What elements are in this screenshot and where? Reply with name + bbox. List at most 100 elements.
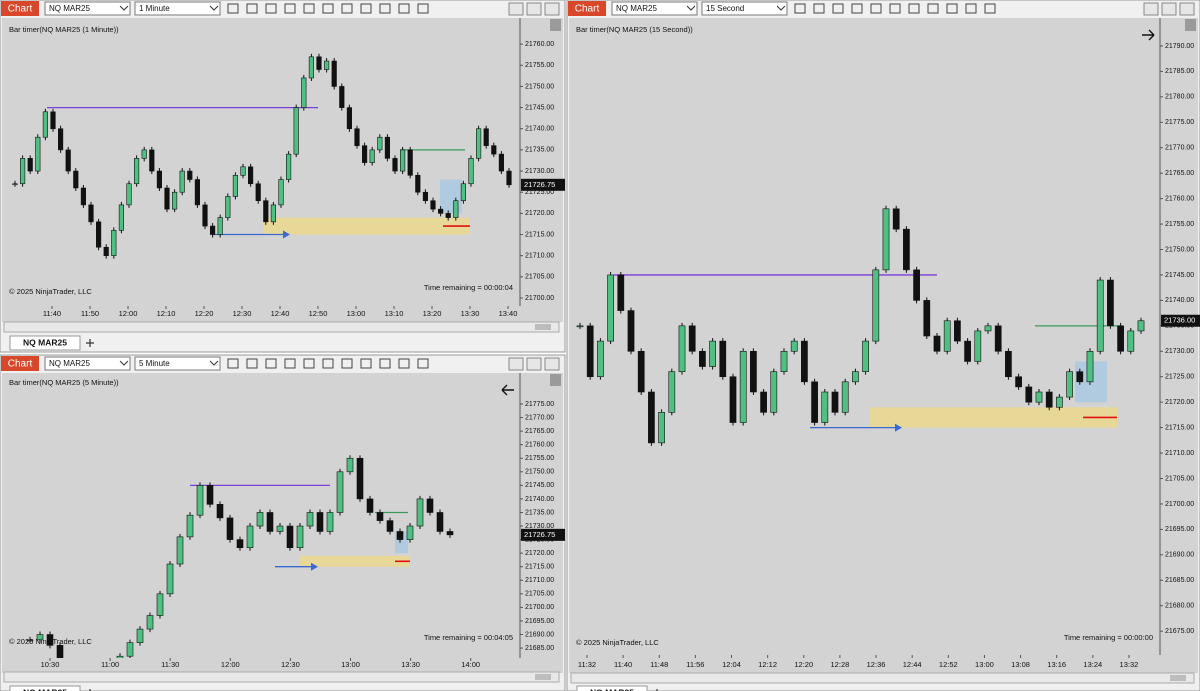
toolbar-icon[interactable] (341, 358, 353, 369)
y-tick-label: 21760.00 (525, 41, 554, 48)
candle-body (270, 204, 276, 223)
toolbar-icon[interactable] (284, 3, 296, 14)
instrument-dropdown[interactable] (44, 1, 131, 16)
tab[interactable] (576, 685, 648, 691)
data-box-button[interactable] (550, 19, 561, 31)
candle-body (377, 136, 383, 151)
scroll-arrow-icon[interactable] (501, 384, 514, 396)
tab[interactable] (9, 335, 81, 351)
toolbar-icon[interactable] (965, 3, 977, 14)
chart-menu-button[interactable] (1, 356, 39, 371)
scrollbar[interactable] (570, 672, 1195, 684)
toolbar-icon[interactable] (379, 3, 391, 14)
toolbar-icon[interactable] (360, 3, 372, 14)
toolbar-icon[interactable] (927, 3, 939, 14)
toolbar-icon[interactable] (322, 358, 334, 369)
scrollbar-thumb[interactable] (535, 674, 551, 680)
toolbar-icon[interactable] (322, 3, 334, 14)
toolbar-icon[interactable] (870, 3, 882, 14)
scroll-arrow-icon[interactable] (1142, 29, 1155, 41)
y-tick-label: 21745.00 (525, 104, 554, 111)
toolbar-icon[interactable] (794, 3, 806, 14)
toolbar-icon[interactable] (284, 358, 296, 369)
toolbar-icon[interactable] (908, 3, 920, 14)
last-price-label: 21726.75 (524, 180, 555, 189)
scrollbar[interactable] (3, 321, 560, 333)
candle-body (627, 310, 635, 352)
window-button[interactable] (526, 357, 542, 371)
candle-body (586, 325, 594, 378)
add-tab-icon[interactable] (653, 689, 661, 691)
candle-body (196, 485, 204, 516)
scrollbar[interactable] (3, 671, 560, 683)
toolbar-icon[interactable] (227, 358, 239, 369)
candle-body (266, 512, 274, 532)
candle-body (216, 504, 224, 519)
y-tick-label: 21770.00 (1165, 145, 1194, 152)
toolbar-icon[interactable] (417, 3, 429, 14)
candle-body (12, 183, 18, 186)
toolbar-icon[interactable] (246, 358, 258, 369)
interval-dropdown[interactable] (134, 356, 221, 371)
data-box-button[interactable] (1185, 19, 1196, 31)
tab[interactable] (9, 685, 81, 691)
interval-dropdown[interactable] (134, 1, 221, 16)
window-button[interactable] (508, 357, 524, 371)
scrollbar-thumb[interactable] (1170, 675, 1186, 681)
window-button[interactable] (526, 2, 542, 16)
y-tick-label: 21705.00 (1165, 475, 1194, 482)
toolbar-icon[interactable] (889, 3, 901, 14)
toolbar-icon[interactable] (227, 3, 239, 14)
chart-menu-button[interactable] (1, 1, 39, 16)
add-tab-icon[interactable] (86, 689, 94, 691)
candle-body (286, 525, 294, 549)
add-tab-icon[interactable] (86, 339, 94, 347)
toolbar-icon[interactable] (398, 3, 410, 14)
candle-body (483, 128, 489, 146)
y-tick-label: 21760.00 (525, 442, 554, 449)
candle-body (1086, 350, 1094, 383)
window-button[interactable] (544, 357, 560, 371)
last-price-tag (1161, 314, 1200, 327)
window-button[interactable] (1161, 2, 1177, 16)
toolbar-icon[interactable] (946, 3, 958, 14)
candle-body (236, 539, 244, 549)
window-button[interactable] (1179, 2, 1195, 16)
scrollbar-thumb[interactable] (535, 324, 551, 330)
dropdown-caret (776, 5, 786, 11)
x-tick-label: 12:00 (221, 660, 240, 669)
y-tick-label: 21780.00 (1165, 94, 1194, 101)
toolbar-icon[interactable] (265, 3, 277, 14)
y-tick-label: 21770.00 (525, 414, 554, 421)
window-button[interactable] (544, 2, 560, 16)
toolbar-icon[interactable] (851, 3, 863, 14)
toolbar-icon[interactable] (303, 358, 315, 369)
window-button[interactable] (1143, 2, 1159, 16)
interval-dropdown[interactable] (701, 1, 788, 16)
chart-menu-button[interactable] (568, 1, 606, 16)
y-tick-label: 21725.00 (1165, 374, 1194, 381)
data-box-button[interactable] (550, 374, 561, 386)
candle-body (384, 136, 390, 159)
toolbar-icon[interactable] (360, 358, 372, 369)
toolbar-icon[interactable] (265, 358, 277, 369)
candle-body (316, 56, 322, 70)
toolbar-icon[interactable] (832, 3, 844, 14)
x-tick-label: 11:40 (614, 660, 632, 669)
toolbar-icon[interactable] (417, 358, 429, 369)
toolbar-icon[interactable] (246, 3, 258, 14)
target-zone (263, 217, 470, 235)
window-button[interactable] (508, 2, 524, 16)
highlight-box (440, 179, 462, 214)
toolbar-icon[interactable] (984, 3, 996, 14)
toolbar-icon[interactable] (813, 3, 825, 14)
toolbar-icon[interactable] (341, 3, 353, 14)
candle-body (116, 655, 124, 658)
toolbar-icon[interactable] (398, 358, 410, 369)
toolbar-icon[interactable] (379, 358, 391, 369)
candle-body (396, 531, 404, 540)
toolbar-icon[interactable] (303, 3, 315, 14)
instrument-dropdown[interactable] (611, 1, 698, 16)
x-tick-label: 13:00 (347, 309, 366, 318)
instrument-dropdown[interactable] (44, 356, 131, 371)
